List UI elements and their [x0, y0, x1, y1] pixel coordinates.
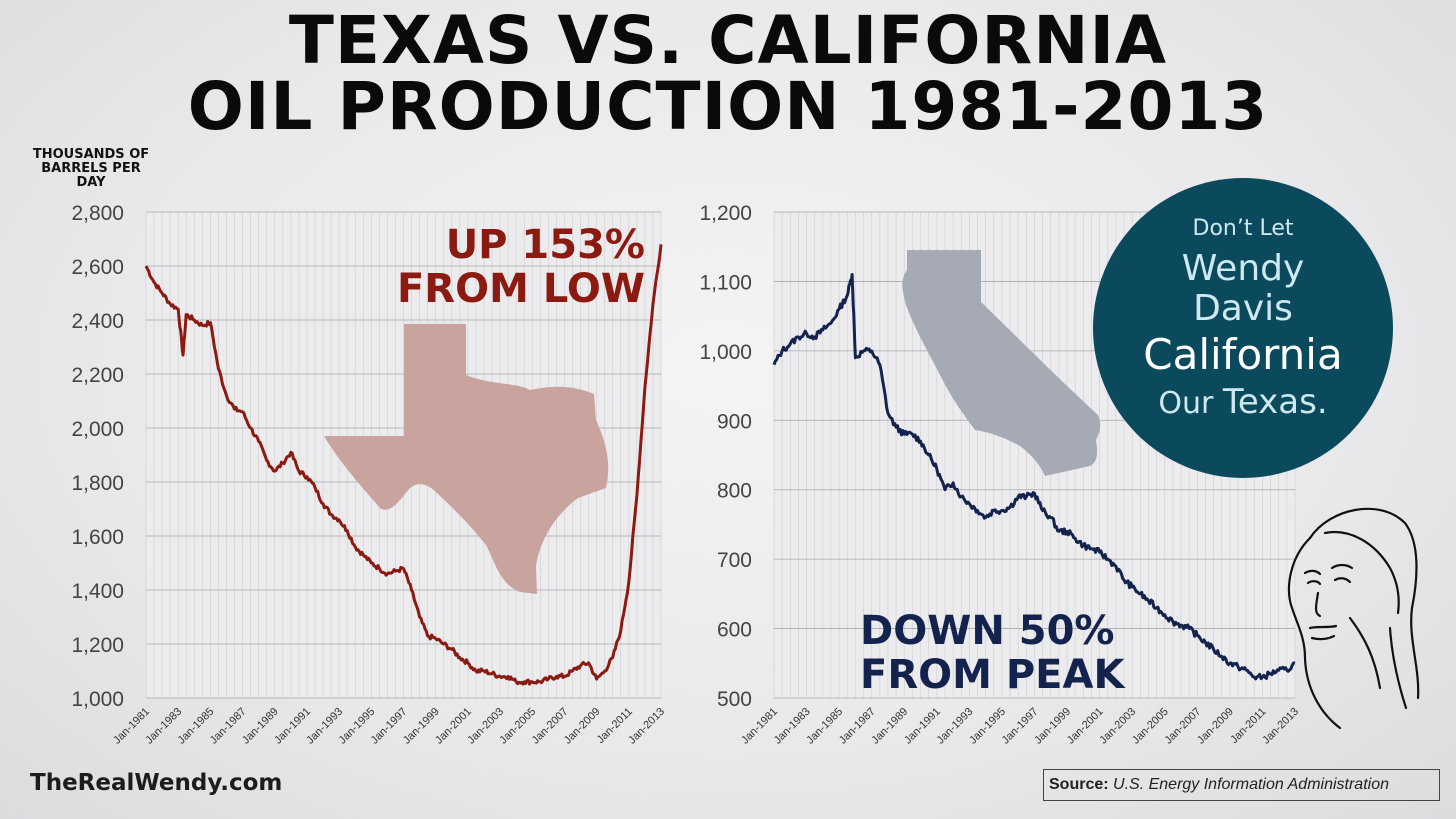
y-tick-label: 800 [717, 480, 752, 503]
y-tick-label: 2,400 [71, 310, 124, 333]
y-tick-label: 2,800 [71, 202, 124, 225]
y-tick-label: 1,600 [71, 526, 124, 549]
texas-annotation-line: FROM LOW [397, 266, 645, 312]
y-tick-label: 1,200 [699, 202, 752, 225]
woman-face-sketch-icon [1288, 507, 1420, 730]
y-tick-label: 2,600 [71, 256, 124, 279]
california-annotation-line: FROM PEAK [860, 652, 1126, 698]
source-value: U.S. Energy Information Administration [1113, 776, 1389, 793]
slogan-badge: Don’t Let Wendy Davis California Our Tex… [1093, 178, 1393, 478]
y-axis-units-label: THOUSANDS OF BARRELS PER DAY [32, 147, 150, 190]
california-annotation-line: DOWN 50% [860, 608, 1114, 654]
slogan-texas: Texas. [1222, 382, 1328, 422]
y-tick-label: 1,800 [71, 472, 124, 495]
y-tick-label: 2,000 [71, 418, 124, 441]
slogan-line4: California [1143, 330, 1343, 379]
source-box: Source: U.S. Energy Information Administ… [1043, 769, 1440, 801]
y-tick-label: 1,200 [71, 634, 124, 657]
y-tick-label: 500 [717, 688, 752, 711]
california-series-line [772, 273, 1296, 681]
texas-annotation-line: UP 153% [446, 222, 645, 268]
y-tick-label: 1,000 [699, 341, 752, 364]
y-tick-label: 1,000 [71, 688, 124, 711]
source-label: Source: [1049, 776, 1109, 793]
slogan-line1: Don’t Let [1192, 216, 1294, 241]
texas-shape-icon [324, 324, 609, 594]
website-label: TheRealWendy.com [30, 770, 283, 796]
slogan-line2: Wendy [1181, 248, 1305, 289]
y-tick-label: 1,100 [699, 271, 752, 294]
y-tick-label: 1,400 [71, 580, 124, 603]
y-tick-label: 700 [717, 549, 752, 572]
california-shape-icon [902, 250, 1101, 476]
y-tick-label: 2,200 [71, 364, 124, 387]
slogan-our: Our [1158, 386, 1214, 421]
chart-title-line2: OIL PRODUCTION 1981-2013 [187, 68, 1269, 145]
texas-chart: 2,800 2,600 2,400 2,200 2,000 1,800 1,600 1,400… [71, 202, 667, 747]
texas-series-line [144, 244, 663, 686]
slogan-line5: Our Texas. [1093, 382, 1393, 422]
chart-title-line1: TEXAS VS. CALIFORNIA [288, 2, 1168, 79]
slogan-line3: Davis [1193, 288, 1293, 329]
y-tick-label: 600 [717, 619, 752, 642]
y-tick-label: 900 [717, 410, 752, 433]
